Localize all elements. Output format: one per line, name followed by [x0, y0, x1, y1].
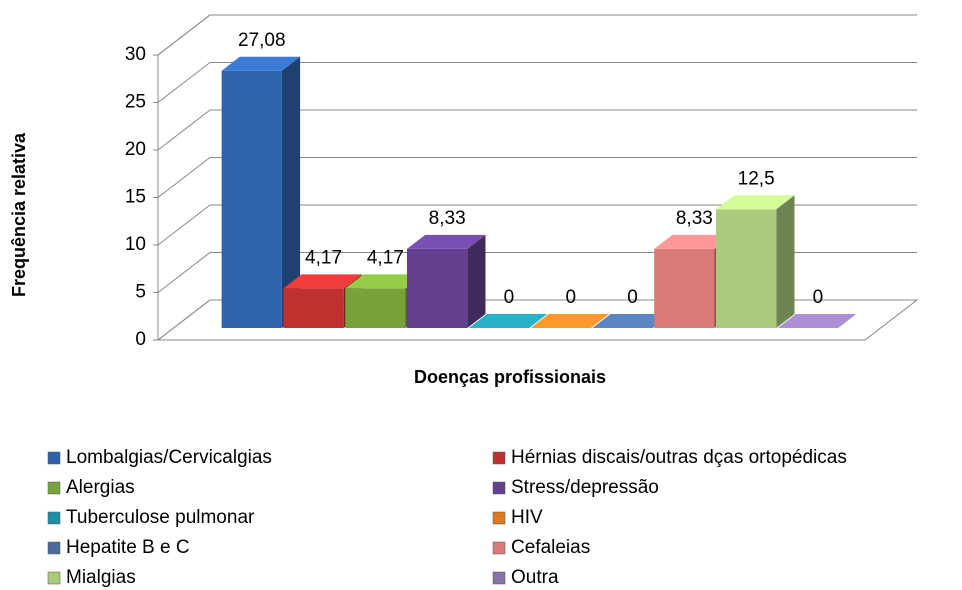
bar-top — [716, 195, 795, 210]
legend-swatch — [47, 541, 61, 555]
grid-line — [157, 14, 917, 56]
y-axis-label: Frequência relativa — [9, 132, 29, 297]
y-tick-label: 20 — [125, 139, 146, 160]
legend-label: Stress/depressão — [511, 477, 659, 498]
data-label: 12,5 — [738, 168, 775, 189]
legend-label: Hérnias discais/outras dças ortopédicas — [511, 447, 847, 468]
bar-top — [221, 56, 301, 71]
y-tick-label: 25 — [125, 92, 146, 113]
legend-swatch — [492, 511, 506, 525]
grid-line — [157, 204, 917, 246]
data-label: 8,33 — [676, 208, 713, 229]
bar-top — [777, 314, 857, 328]
legend-swatch — [47, 481, 61, 495]
bar-top — [345, 274, 424, 289]
data-label: 0 — [813, 287, 824, 308]
bar-top — [530, 314, 610, 328]
grid-line — [157, 109, 917, 151]
x-axis-label: Doenças profissionais — [414, 367, 606, 387]
data-label: 8,33 — [429, 208, 466, 229]
bar-top — [654, 234, 733, 249]
legend-label: Outra — [511, 567, 559, 588]
bar — [654, 248, 715, 328]
y-tick-label: 0 — [135, 329, 146, 350]
bar-side — [776, 195, 795, 328]
bar-top — [468, 314, 548, 328]
legend-swatch — [492, 451, 506, 465]
grid-line — [157, 157, 917, 198]
bar — [716, 209, 777, 328]
legend-label: Mialgias — [66, 567, 136, 588]
y-tick-label: 5 — [135, 282, 146, 303]
data-label: 0 — [504, 287, 515, 308]
y-tick-label: 30 — [125, 44, 146, 65]
data-label: 27,08 — [238, 30, 286, 51]
legend-swatch — [47, 571, 61, 585]
bar-side — [467, 234, 486, 328]
bar — [283, 288, 344, 328]
legend-swatch — [492, 541, 506, 555]
data-label: 4,17 — [305, 247, 342, 268]
data-label: 0 — [565, 287, 576, 308]
bar — [345, 288, 406, 328]
legend-swatch — [492, 481, 506, 495]
legend-label: Tuberculose pulmonar — [66, 507, 255, 528]
data-label: 4,17 — [367, 247, 404, 268]
bar — [221, 70, 282, 329]
bar-top — [592, 314, 671, 328]
legend-swatch — [47, 451, 61, 465]
bar-top — [283, 274, 362, 289]
legend-label: Lombalgias/Cervicalgias — [66, 447, 272, 468]
data-label: 0 — [627, 287, 638, 308]
legend-label: Alergias — [66, 477, 135, 498]
y-tick-label: 10 — [125, 234, 146, 255]
legend-swatch — [492, 571, 506, 585]
bar-top — [407, 234, 486, 249]
grid-line — [157, 62, 917, 103]
legend-label: Cefaleias — [511, 537, 590, 558]
bar — [407, 248, 468, 328]
bar-side — [281, 56, 301, 329]
legend-label: Hepatite B e C — [66, 537, 190, 558]
legend-swatch — [47, 511, 61, 525]
y-tick-label: 15 — [125, 187, 146, 208]
legend-label: HIV — [511, 507, 543, 528]
